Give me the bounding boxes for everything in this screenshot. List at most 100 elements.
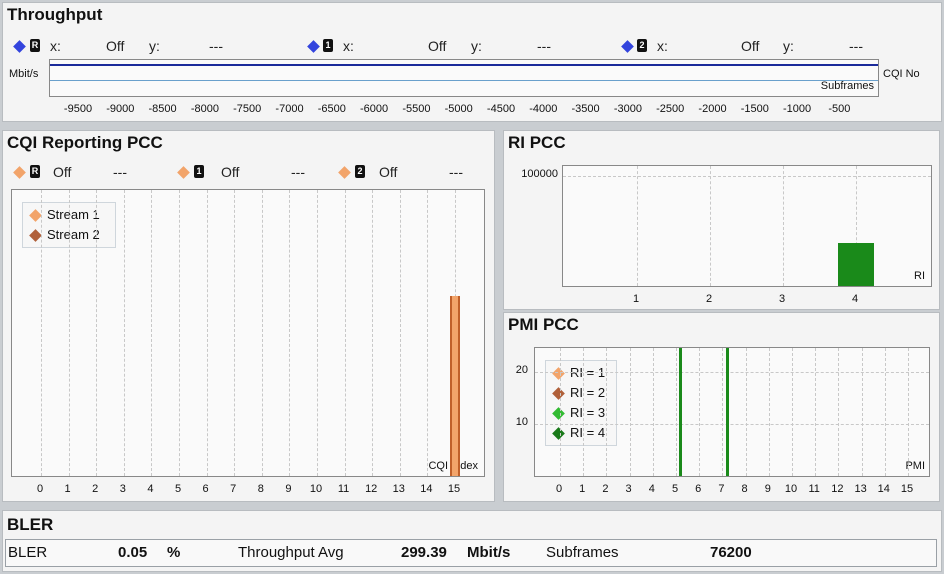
throughput-x-tick: -3500 — [571, 103, 600, 115]
pmi-legend-label: RI = 3 — [570, 405, 606, 420]
pmi-plot[interactable]: RI = 1 RI = 2 RI = 3 RI = 4 PMI — [534, 347, 930, 477]
throughput-line-2 — [50, 80, 878, 81]
cqi-marker-2-icon[interactable] — [338, 166, 351, 179]
ri-1-icon — [552, 367, 565, 380]
cqi-marker-1-icon[interactable] — [177, 166, 190, 179]
pmi-x-tick: 0 — [555, 483, 563, 495]
marker-1-y-value: --- — [537, 38, 551, 54]
pmi-grid-line — [792, 348, 793, 476]
bler-row: BLER 0.05 % Throughput Avg 299.39 Mbit/s… — [5, 539, 937, 567]
marker-2-y-value: --- — [849, 38, 863, 54]
marker-r-y-label: y: — [149, 38, 160, 54]
pmi-grid-line — [676, 348, 677, 476]
pmi-grid-line — [606, 348, 608, 476]
marker-1-x-label: x: — [343, 38, 354, 54]
cqi-x-tick: 3 — [119, 483, 126, 495]
cqi-x-tick: 6 — [202, 483, 209, 495]
ri-grid-line — [563, 176, 931, 177]
pmi-grid-line — [560, 348, 561, 476]
ri-grid-line — [637, 166, 638, 286]
cqi-grid-line — [289, 190, 291, 476]
cqi-marker-r-icon[interactable] — [13, 166, 26, 179]
cqi-grid-line — [151, 190, 153, 476]
throughput-x-axis-name: Subframes — [820, 80, 874, 92]
throughput-x-tick: -8500 — [148, 103, 177, 115]
cqi-grid-line — [399, 190, 401, 476]
marker-2-icon[interactable] — [621, 40, 634, 53]
pmi-grid-line — [722, 348, 724, 476]
throughput-x-tick: -8000 — [190, 103, 219, 115]
cqi-x-tick: 13 — [392, 483, 405, 495]
cqi-marker-2-value: --- — [449, 164, 463, 180]
pmi-legend-item: RI = 4 — [546, 423, 616, 443]
pmi-grid-line — [535, 424, 929, 425]
cqi-grid-line — [372, 190, 374, 476]
pmi-grid-line — [652, 348, 654, 476]
ri-grid-line — [710, 166, 711, 286]
subframes-label: Subframes — [546, 544, 619, 561]
ri-title: RI PCC — [508, 133, 566, 152]
pmi-x-tick: 6 — [695, 483, 702, 495]
ri-panel: RI PCC RI 100000 1 2 3 4 — [503, 130, 940, 310]
throughput-x-tick: -2500 — [656, 103, 685, 115]
cqi-x-tick: 10 — [309, 483, 323, 495]
throughput-x-tick: -7000 — [275, 103, 304, 115]
throughput-x-tick: -6000 — [360, 103, 389, 115]
pmi-x-tick: 4 — [648, 483, 655, 495]
marker-2-x-label: x: — [657, 38, 668, 54]
cqi-marker-1-state: Off — [221, 164, 240, 180]
pmi-legend-item: RI = 2 — [546, 383, 616, 403]
cqi-x-tick: 0 — [36, 483, 44, 495]
throughput-avg-unit: Mbit/s — [467, 544, 511, 561]
pmi-x-tick: 1 — [579, 483, 586, 495]
pmi-panel: PMI PCC RI = 1 RI = 2 RI = 3 RI = 4 PMI … — [503, 312, 940, 502]
ri-3-icon — [552, 407, 565, 420]
ri-plot[interactable]: RI — [562, 165, 932, 287]
pmi-title: PMI PCC — [508, 315, 579, 334]
pmi-x-tick: 7 — [718, 483, 725, 495]
throughput-x-tick: -500 — [828, 103, 851, 115]
cqi-marker-row: R Off --- 1 Off --- 2 Off --- — [3, 163, 496, 183]
marker-2-y-label: y: — [783, 38, 794, 54]
cqi-x-tick: 7 — [230, 483, 237, 495]
throughput-plot[interactable]: Subframes — [49, 59, 879, 97]
throughput-title: Throughput — [7, 5, 103, 24]
throughput-x-tick: -9000 — [106, 103, 135, 115]
marker-r-icon[interactable] — [13, 40, 26, 53]
throughput-x-tick: -3000 — [613, 103, 642, 115]
throughput-x-tick: -1000 — [783, 103, 812, 115]
cqi-x-tick: 5 — [174, 483, 182, 495]
bler-title: BLER — [7, 515, 54, 534]
throughput-x-tick: -5500 — [402, 103, 431, 115]
ri-x-tick: 2 — [705, 293, 713, 305]
cqi-marker-r-value: --- — [113, 164, 127, 180]
cqi-grid-line — [427, 190, 429, 476]
pmi-grid-line — [861, 348, 863, 476]
cqi-legend-item: Stream 1 — [23, 205, 115, 225]
bler-unit: % — [167, 544, 181, 561]
bler-panel: BLER BLER 0.05 % Throughput Avg 299.39 M… — [2, 510, 942, 572]
cqi-plot[interactable]: Stream 1 Stream 2 CQI Index — [11, 189, 485, 477]
cqi-panel: CQI Reporting PCC R Off --- 1 Off --- 2 … — [2, 130, 495, 502]
marker-1-icon[interactable] — [307, 40, 320, 53]
cqi-marker-1-value: --- — [291, 164, 305, 180]
cqi-marker-r-state: Off — [53, 164, 72, 180]
pmi-x-tick: 14 — [877, 483, 890, 495]
marker-1-badge: 1 — [323, 39, 333, 52]
ri-bar — [838, 243, 874, 286]
cqi-x-tick: 11 — [337, 483, 350, 495]
throughput-x-tick: -9500 — [63, 103, 93, 115]
cqi-marker-2-state: Off — [379, 164, 398, 180]
cqi-legend-item: Stream 2 — [23, 225, 115, 245]
ri-4-icon — [552, 427, 565, 440]
ri-x-tick: 3 — [778, 293, 786, 305]
cqi-x-tick: 12 — [365, 483, 378, 495]
cqi-x-tick: 8 — [257, 483, 264, 495]
pmi-legend-label: RI = 4 — [570, 425, 606, 440]
throughput-x-tick: -4000 — [529, 103, 558, 115]
pmi-axis-name: PMI — [905, 460, 925, 472]
throughput-x-tick: -5000 — [444, 103, 473, 115]
throughput-x-tick: -1500 — [740, 103, 769, 115]
pmi-legend-label: RI = 2 — [570, 385, 606, 400]
pmi-legend-item: RI = 3 — [546, 403, 616, 423]
